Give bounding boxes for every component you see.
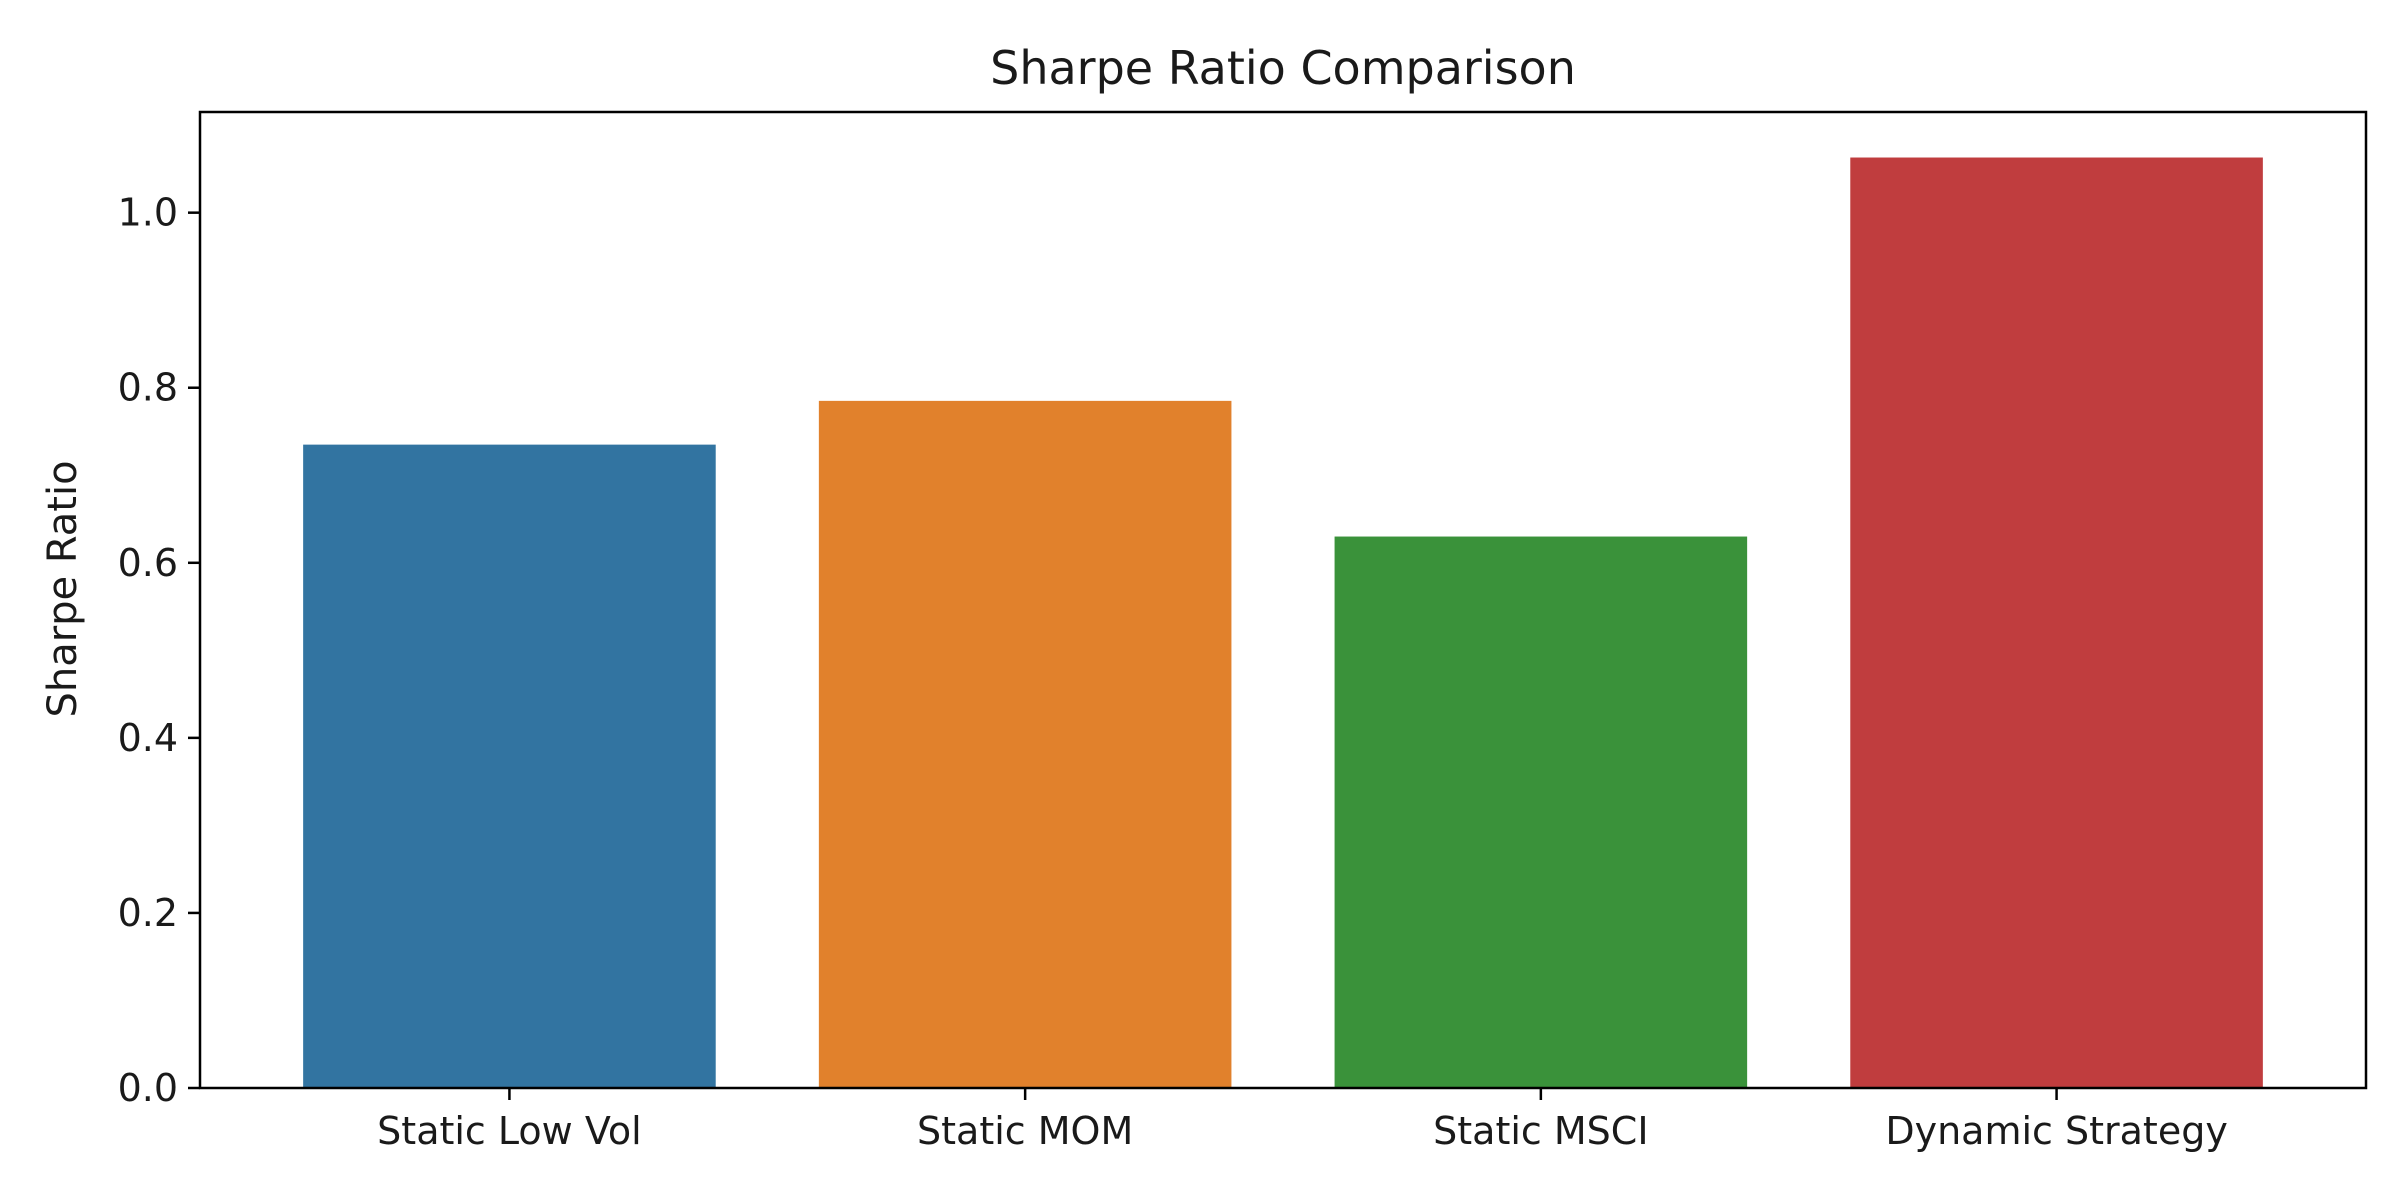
bar-dynamic-strategy — [1850, 157, 2263, 1089]
bar-static-mom — [818, 400, 1232, 1089]
bar-static-low-vol — [303, 444, 716, 1088]
plot-area-frame — [198, 110, 2368, 1090]
y-tick-label: 0.6 — [118, 541, 178, 585]
x-axis-ticks: Static Low Vol Static MOM Static MSCI Dynam… — [377, 1088, 2228, 1153]
x-tick-label: Static Low Vol — [377, 1109, 642, 1153]
y-tick-label: 0.8 — [118, 366, 178, 410]
x-tick-label: Dynamic Strategy — [1885, 1109, 2227, 1153]
y-tick-label: 0.4 — [118, 716, 178, 760]
y-axis-label: Sharpe Ratio — [40, 460, 86, 717]
bar-static-msci — [1334, 536, 1748, 1088]
y-tick-label: 1.0 — [118, 191, 178, 235]
y-axis-ticks: 0.0 0.2 0.4 0.6 0.8 1.0 — [118, 191, 200, 1110]
y-tick-label: 0.0 — [118, 1066, 178, 1110]
bars-group — [303, 157, 2263, 1089]
chart-title: Sharpe Ratio Comparison — [990, 41, 1576, 95]
x-tick-label: Static MSCI — [1433, 1109, 1648, 1153]
y-tick-label: 0.2 — [118, 891, 178, 935]
x-tick-label: Static MOM — [917, 1109, 1133, 1153]
